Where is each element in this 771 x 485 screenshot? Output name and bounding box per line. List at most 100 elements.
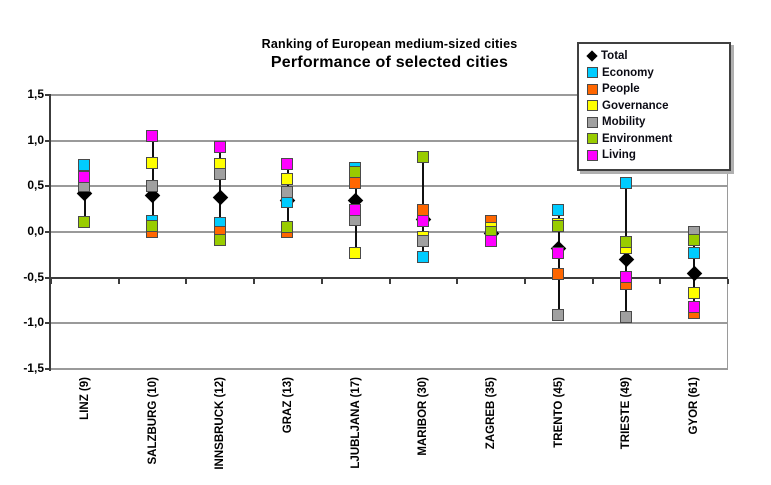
marker-living	[281, 157, 294, 170]
marker-total	[212, 189, 229, 206]
legend-item-living: Living	[587, 147, 723, 164]
gridline-1,5	[51, 94, 728, 96]
marker-mobility	[416, 234, 429, 247]
marker-environment	[349, 166, 362, 179]
marker-governance	[349, 247, 362, 260]
chart-title-block: Ranking of European medium-sized cities …	[51, 37, 728, 73]
marker-environment	[619, 236, 632, 249]
category-label: LJUBLJANA (17)	[349, 377, 362, 469]
gridline-1,0	[51, 139, 728, 142]
marker-mobility	[552, 308, 565, 321]
marker-living	[552, 247, 565, 260]
legend-label: Governance	[602, 99, 669, 112]
legend-item-mobility: Mobility	[587, 114, 723, 131]
x-axis-tick	[591, 278, 594, 284]
marker-environment	[78, 216, 91, 229]
category-label: LINZ (9)	[78, 377, 91, 420]
x-axis-tick	[523, 278, 526, 284]
x-axis-tick	[117, 278, 120, 284]
legend-item-environment: Environment	[587, 131, 723, 148]
marker-economy	[619, 177, 632, 190]
y-axis-tick	[45, 139, 51, 142]
marker-mobility	[281, 186, 294, 199]
high-low-line	[557, 210, 560, 316]
people-legend-marker-icon	[587, 83, 598, 95]
category-label: ZAGREB (35)	[485, 377, 498, 450]
marker-economy	[78, 158, 91, 171]
legend-item-governance: Governance	[587, 98, 723, 115]
marker-environment	[552, 220, 565, 233]
marker-living	[349, 203, 362, 216]
y-axis-label: -0,5	[23, 269, 44, 284]
legend-item-people: People	[587, 81, 723, 98]
marker-living	[619, 271, 632, 284]
marker-environment	[213, 233, 226, 246]
category-label: INNSBRUCK (12)	[214, 377, 227, 470]
marker-governance	[146, 157, 159, 169]
legend-item-total: Total	[586, 48, 723, 65]
category-label: MARIBOR (30)	[417, 377, 430, 456]
marker-living	[416, 214, 429, 227]
x-axis-tick	[456, 278, 459, 284]
y-axis-tick	[45, 276, 51, 279]
legend-label: People	[602, 83, 640, 96]
governance-legend-marker-icon	[587, 100, 598, 112]
y-axis-tick	[45, 231, 51, 233]
chart-subtitle: Performance of selected cities	[270, 53, 509, 71]
marker-mobility	[213, 167, 226, 180]
marker-living	[484, 234, 497, 247]
y-axis-line	[49, 95, 51, 371]
plot-area	[51, 95, 728, 369]
economy-legend-marker-icon	[587, 67, 598, 79]
marker-environment	[416, 150, 429, 163]
marker-total	[618, 251, 635, 268]
legend-label: Environment	[602, 132, 673, 145]
x-axis-tick	[185, 278, 188, 284]
y-axis-tick	[45, 368, 51, 370]
y-axis-label: 1,0	[27, 132, 44, 147]
y-axis-label: -1,0	[23, 315, 44, 330]
y-axis-label: 0,5	[27, 178, 44, 193]
category-label: SALZBURG (10)	[146, 377, 159, 465]
y-axis-tick	[45, 185, 51, 188]
chart-title: Ranking of European medium-sized cities	[261, 37, 518, 51]
marker-mobility	[619, 311, 632, 324]
category-label: GYOR (61)	[688, 377, 701, 435]
legend-label: Economy	[602, 66, 654, 79]
x-axis-tick	[659, 278, 662, 284]
gridline-0,5	[51, 185, 728, 188]
marker-economy	[552, 204, 565, 217]
y-axis-label: 0,0	[27, 224, 44, 238]
plot-right-border	[727, 95, 728, 369]
gridline--0,5	[51, 276, 728, 279]
y-axis-label: -1,5	[23, 361, 44, 375]
marker-people	[349, 177, 362, 190]
x-axis-tick	[50, 278, 52, 284]
legend-item-economy: Economy	[587, 65, 723, 82]
environment-legend-marker-icon	[587, 133, 598, 145]
gridline--1,5	[51, 368, 728, 370]
marker-living	[146, 129, 159, 142]
marker-governance	[281, 172, 294, 185]
total-legend-marker-icon	[586, 50, 598, 62]
x-axis-tick	[727, 278, 729, 284]
gridline-0,0	[51, 231, 728, 233]
marker-living	[213, 140, 226, 153]
living-legend-marker-icon	[587, 149, 598, 161]
marker-governance	[687, 286, 700, 299]
x-axis-tick	[320, 278, 323, 284]
marker-economy	[416, 251, 429, 264]
legend: Total Economy People Governance Mobility Envi…	[577, 42, 731, 171]
legend-label: Total	[601, 50, 628, 63]
marker-environment	[281, 220, 294, 233]
marker-people	[552, 268, 565, 281]
marker-environment	[687, 233, 700, 246]
marker-economy	[687, 247, 700, 260]
gridline--1,0	[51, 322, 728, 325]
y-axis-tick	[45, 94, 51, 96]
x-axis-tick	[388, 278, 391, 284]
marker-living	[78, 170, 91, 183]
y-axis-tick	[45, 322, 51, 325]
marker-mobility	[146, 179, 159, 192]
